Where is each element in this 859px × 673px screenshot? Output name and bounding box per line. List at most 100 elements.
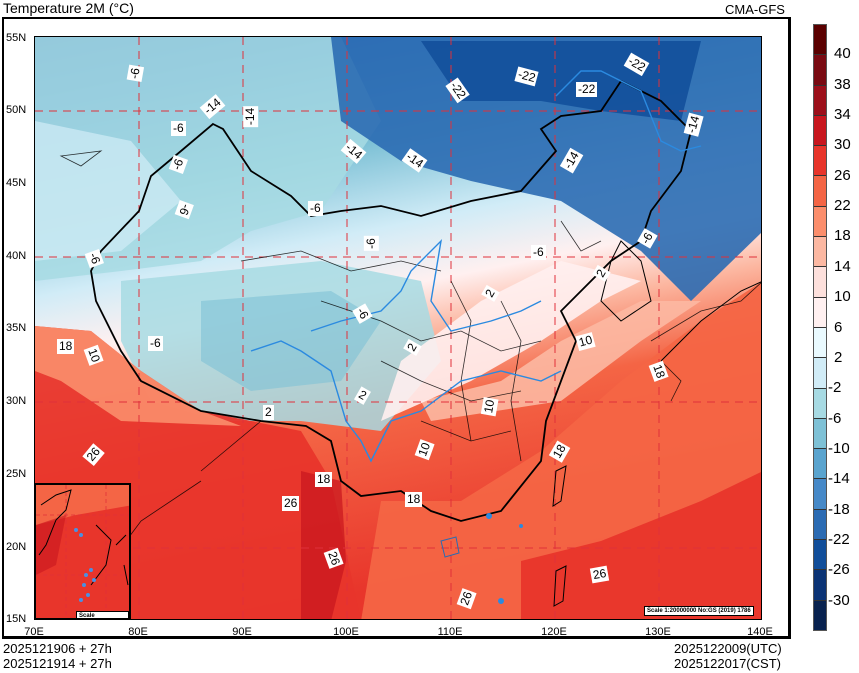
colorbar-segment bbox=[814, 449, 826, 480]
contour-label: -6 bbox=[174, 200, 194, 219]
china-border bbox=[90, 79, 692, 522]
contour-label: -14 bbox=[243, 105, 259, 128]
colorbar-tick-label: -30 bbox=[828, 591, 850, 609]
colorbar-segment bbox=[814, 479, 826, 510]
contour-label: -14 bbox=[559, 147, 584, 174]
contour-label: -22 bbox=[623, 52, 650, 77]
contour-label: -6 bbox=[148, 336, 163, 351]
colorbar-tick-label: 40 bbox=[834, 45, 851, 63]
contour-label: -6 bbox=[308, 201, 323, 216]
colorbar-segment bbox=[814, 237, 826, 268]
contour-label: 10 bbox=[83, 344, 104, 367]
colorbar-tick-label: -18 bbox=[828, 500, 850, 518]
colorbar-tick-label: 38 bbox=[834, 75, 851, 93]
south-china-sea-inset: Scale 1:40000000 bbox=[34, 483, 131, 620]
contour-label: -22 bbox=[445, 77, 470, 104]
init-time-utc: 2025121906 + 27h bbox=[3, 641, 112, 656]
contour-label: 18 bbox=[648, 360, 669, 383]
lat-label: 25N bbox=[6, 468, 27, 480]
lon-label: 130E bbox=[645, 626, 671, 638]
contour-label: 2 bbox=[263, 405, 274, 420]
colorbar-segment bbox=[814, 418, 826, 450]
colorbar-segment bbox=[814, 327, 826, 359]
valid-time-utc: 2025122009(UTC) bbox=[674, 641, 782, 656]
colorbar-tick-label: -10 bbox=[828, 439, 850, 457]
temperature-map: -6 -14 -14 -6 -6 -6 -14 -14 -6 -6 -22 -22 -22 -22 -14-… bbox=[34, 36, 762, 620]
colorbar-tick-label: 22 bbox=[834, 197, 851, 215]
colorbar-tick-label: -6 bbox=[828, 409, 842, 427]
colorbar-segment bbox=[814, 267, 826, 298]
contour-label: -6 bbox=[352, 303, 373, 324]
colorbar-segment bbox=[814, 115, 826, 147]
colorbar-tick-label: 34 bbox=[834, 106, 851, 124]
colorbar-tick-label: 18 bbox=[834, 227, 851, 245]
colorbar-tick-label: -26 bbox=[828, 561, 850, 579]
colorbar-tick-label: 14 bbox=[834, 257, 851, 275]
contour-label: 26 bbox=[82, 443, 106, 466]
colorbar-tick-label: 30 bbox=[834, 136, 851, 154]
inset-scale-note: Scale 1:40000000 bbox=[76, 611, 129, 618]
colorbar-segment bbox=[814, 206, 826, 238]
contour-label: -6 bbox=[637, 228, 658, 249]
colorbar-tick-label: -22 bbox=[828, 530, 850, 548]
colorbar-tick-label: 6 bbox=[834, 318, 843, 336]
contour-label: 18 bbox=[405, 492, 423, 507]
init-time-cst: 2025121914 + 27h bbox=[3, 656, 112, 671]
lon-label: 110E bbox=[437, 626, 463, 638]
contour-label: 26 bbox=[456, 587, 477, 610]
contour-labels: -6 -14 -14 -6 -6 -6 -14 -14 -6 -6 -22 -22 -22 -22 -14-… bbox=[35, 37, 761, 619]
contour-label: -14 bbox=[340, 138, 367, 165]
contour-label: 18 bbox=[548, 440, 571, 463]
plot-frame bbox=[2, 17, 791, 639]
contour-label: 10 bbox=[480, 396, 499, 417]
colorbar-segment bbox=[814, 297, 826, 328]
colorbar-segment bbox=[814, 358, 826, 389]
colorbar-segment bbox=[814, 570, 826, 601]
contour-label: -14 bbox=[683, 112, 704, 137]
chart-title: Temperature 2M (°C) bbox=[3, 0, 134, 16]
lon-label: 100E bbox=[333, 626, 359, 638]
lat-label: 40N bbox=[6, 250, 27, 262]
lon-label: 120E bbox=[541, 626, 567, 638]
model-name: CMA-GFS bbox=[725, 2, 785, 17]
colorbar-tick-label: -14 bbox=[828, 470, 850, 488]
lat-label: 50N bbox=[6, 104, 27, 116]
contour-label: 18 bbox=[57, 339, 75, 354]
contour-label: -14 bbox=[401, 148, 428, 173]
lat-label: 15N bbox=[6, 613, 27, 625]
lat-label: 20N bbox=[6, 541, 27, 553]
colorbar-tick-label: -2 bbox=[828, 379, 842, 397]
lon-label: 70E bbox=[24, 626, 44, 638]
contour-label: 26 bbox=[282, 496, 300, 511]
colorbar-segment bbox=[814, 85, 826, 116]
contour-label: 2 bbox=[353, 386, 371, 405]
contour-label: 26 bbox=[589, 565, 610, 584]
colorbar-segment bbox=[814, 176, 826, 207]
contour-label: -6 bbox=[126, 64, 144, 83]
colorbar-segment bbox=[814, 146, 826, 177]
contour-label: 18 bbox=[315, 472, 333, 487]
contour-label: 10 bbox=[575, 332, 597, 351]
contour-label: -6 bbox=[363, 236, 379, 251]
colorbar-segment bbox=[814, 600, 826, 630]
contour-label: 10 bbox=[414, 438, 435, 461]
colorbar-segment bbox=[814, 55, 826, 86]
colorbar-segment bbox=[814, 540, 826, 571]
colorbar-tick-label: 10 bbox=[834, 288, 851, 306]
colorbar-tick-label: 26 bbox=[834, 166, 851, 184]
contour-label: 2 bbox=[481, 285, 500, 302]
lon-label: 140E bbox=[747, 626, 773, 638]
colorbar-tick-label: 2 bbox=[834, 348, 843, 366]
contour-label: -6 bbox=[171, 121, 186, 136]
inset-canvas bbox=[36, 485, 129, 618]
valid-time-cst: 2025122017(CST) bbox=[674, 656, 781, 671]
main-scale-note: Scale 1:20000000 No:GS (2019) 1786 bbox=[644, 606, 754, 616]
graticule bbox=[35, 37, 761, 619]
colorbar-segment bbox=[814, 509, 826, 541]
contour-label: -22 bbox=[514, 66, 539, 87]
colorbar-segment bbox=[814, 25, 826, 56]
contour-label: -6 bbox=[531, 245, 546, 260]
contour-label: 2 bbox=[592, 265, 611, 282]
colorbar-segment bbox=[814, 388, 826, 419]
contour-label: -6 bbox=[168, 155, 188, 174]
